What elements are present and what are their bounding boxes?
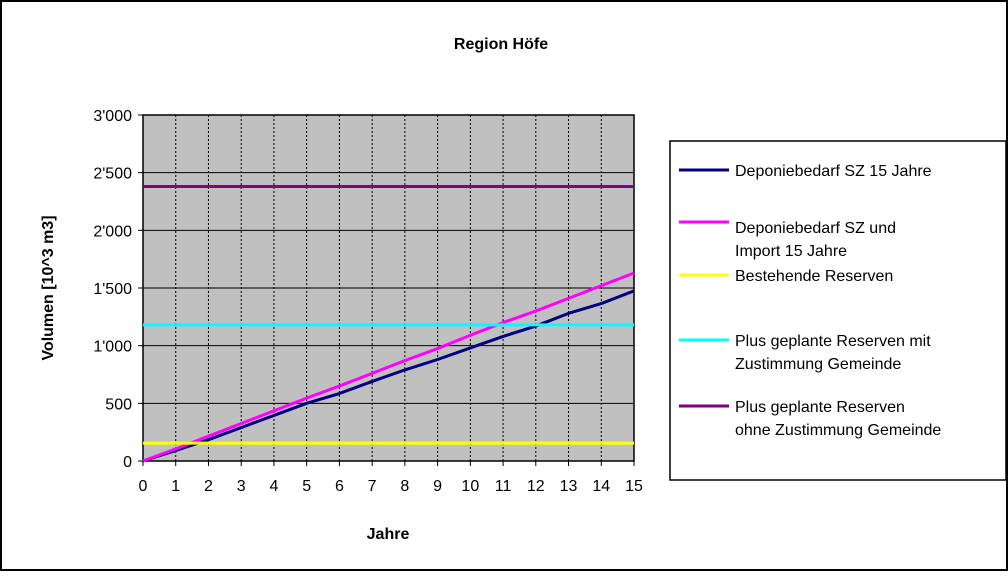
x-tick-label: 6 (335, 478, 344, 495)
x-tick-label: 4 (269, 478, 278, 495)
y-tick-label: 2'000 (93, 223, 132, 240)
x-tick-label: 12 (527, 478, 545, 495)
legend-label: Deponiebedarf SZ 15 Jahre (735, 163, 932, 180)
x-tick-label: 13 (560, 478, 578, 495)
x-tick-label: 1 (171, 478, 180, 495)
x-tick-label: 5 (302, 478, 311, 495)
legend-label: Plus geplante Reserven (735, 399, 905, 416)
legend-box (669, 140, 1007, 481)
x-tick-label: 15 (625, 478, 643, 495)
y-axis-title: Volumen [10^3 m3] (40, 215, 57, 360)
series-line (142, 289, 635, 463)
y-tick-label: 3'000 (93, 108, 132, 125)
y-tick-label: 2'500 (93, 166, 132, 183)
x-tick-label: 8 (400, 478, 409, 495)
chart-title: Region Höfe (454, 36, 548, 53)
y-tick-label: 1'000 (93, 339, 132, 356)
x-axis-title: Jahre (367, 526, 410, 543)
x-tick-label: 10 (461, 478, 479, 495)
x-tick-label: 11 (495, 478, 512, 495)
series-layer (142, 185, 635, 463)
x-tick-label: 7 (368, 478, 377, 495)
x-tick-label: 2 (204, 478, 213, 495)
y-tick-label: 1'500 (93, 281, 132, 298)
x-tick-label: 9 (433, 478, 442, 495)
legend-label: Bestehende Reserven (735, 268, 893, 285)
legend-label: Import 15 Jahre (735, 243, 847, 260)
x-tick-label: 14 (592, 478, 610, 495)
y-tick-label: 0 (123, 454, 132, 471)
tick-layer: 0 1 2 3 4 5 6 7 8 9 10 11 12 13 14 1505001'0001'5002'00… (93, 108, 643, 495)
x-tick-label: 3 (237, 478, 246, 495)
legend-label: ohne Zustimmung Gemeinde (735, 422, 941, 439)
legend: Deponiebedarf SZ 15 Jahre Deponiebedarf S… (679, 163, 941, 439)
legend-label: Deponiebedarf SZ und (735, 220, 896, 237)
x-tick-label: 0 (139, 478, 148, 495)
series-line (142, 271, 635, 463)
legend-label: Plus geplante Reserven mit (735, 333, 931, 350)
legend-label: Zustimmung Gemeinde (735, 356, 901, 373)
y-tick-label: 500 (105, 396, 132, 413)
